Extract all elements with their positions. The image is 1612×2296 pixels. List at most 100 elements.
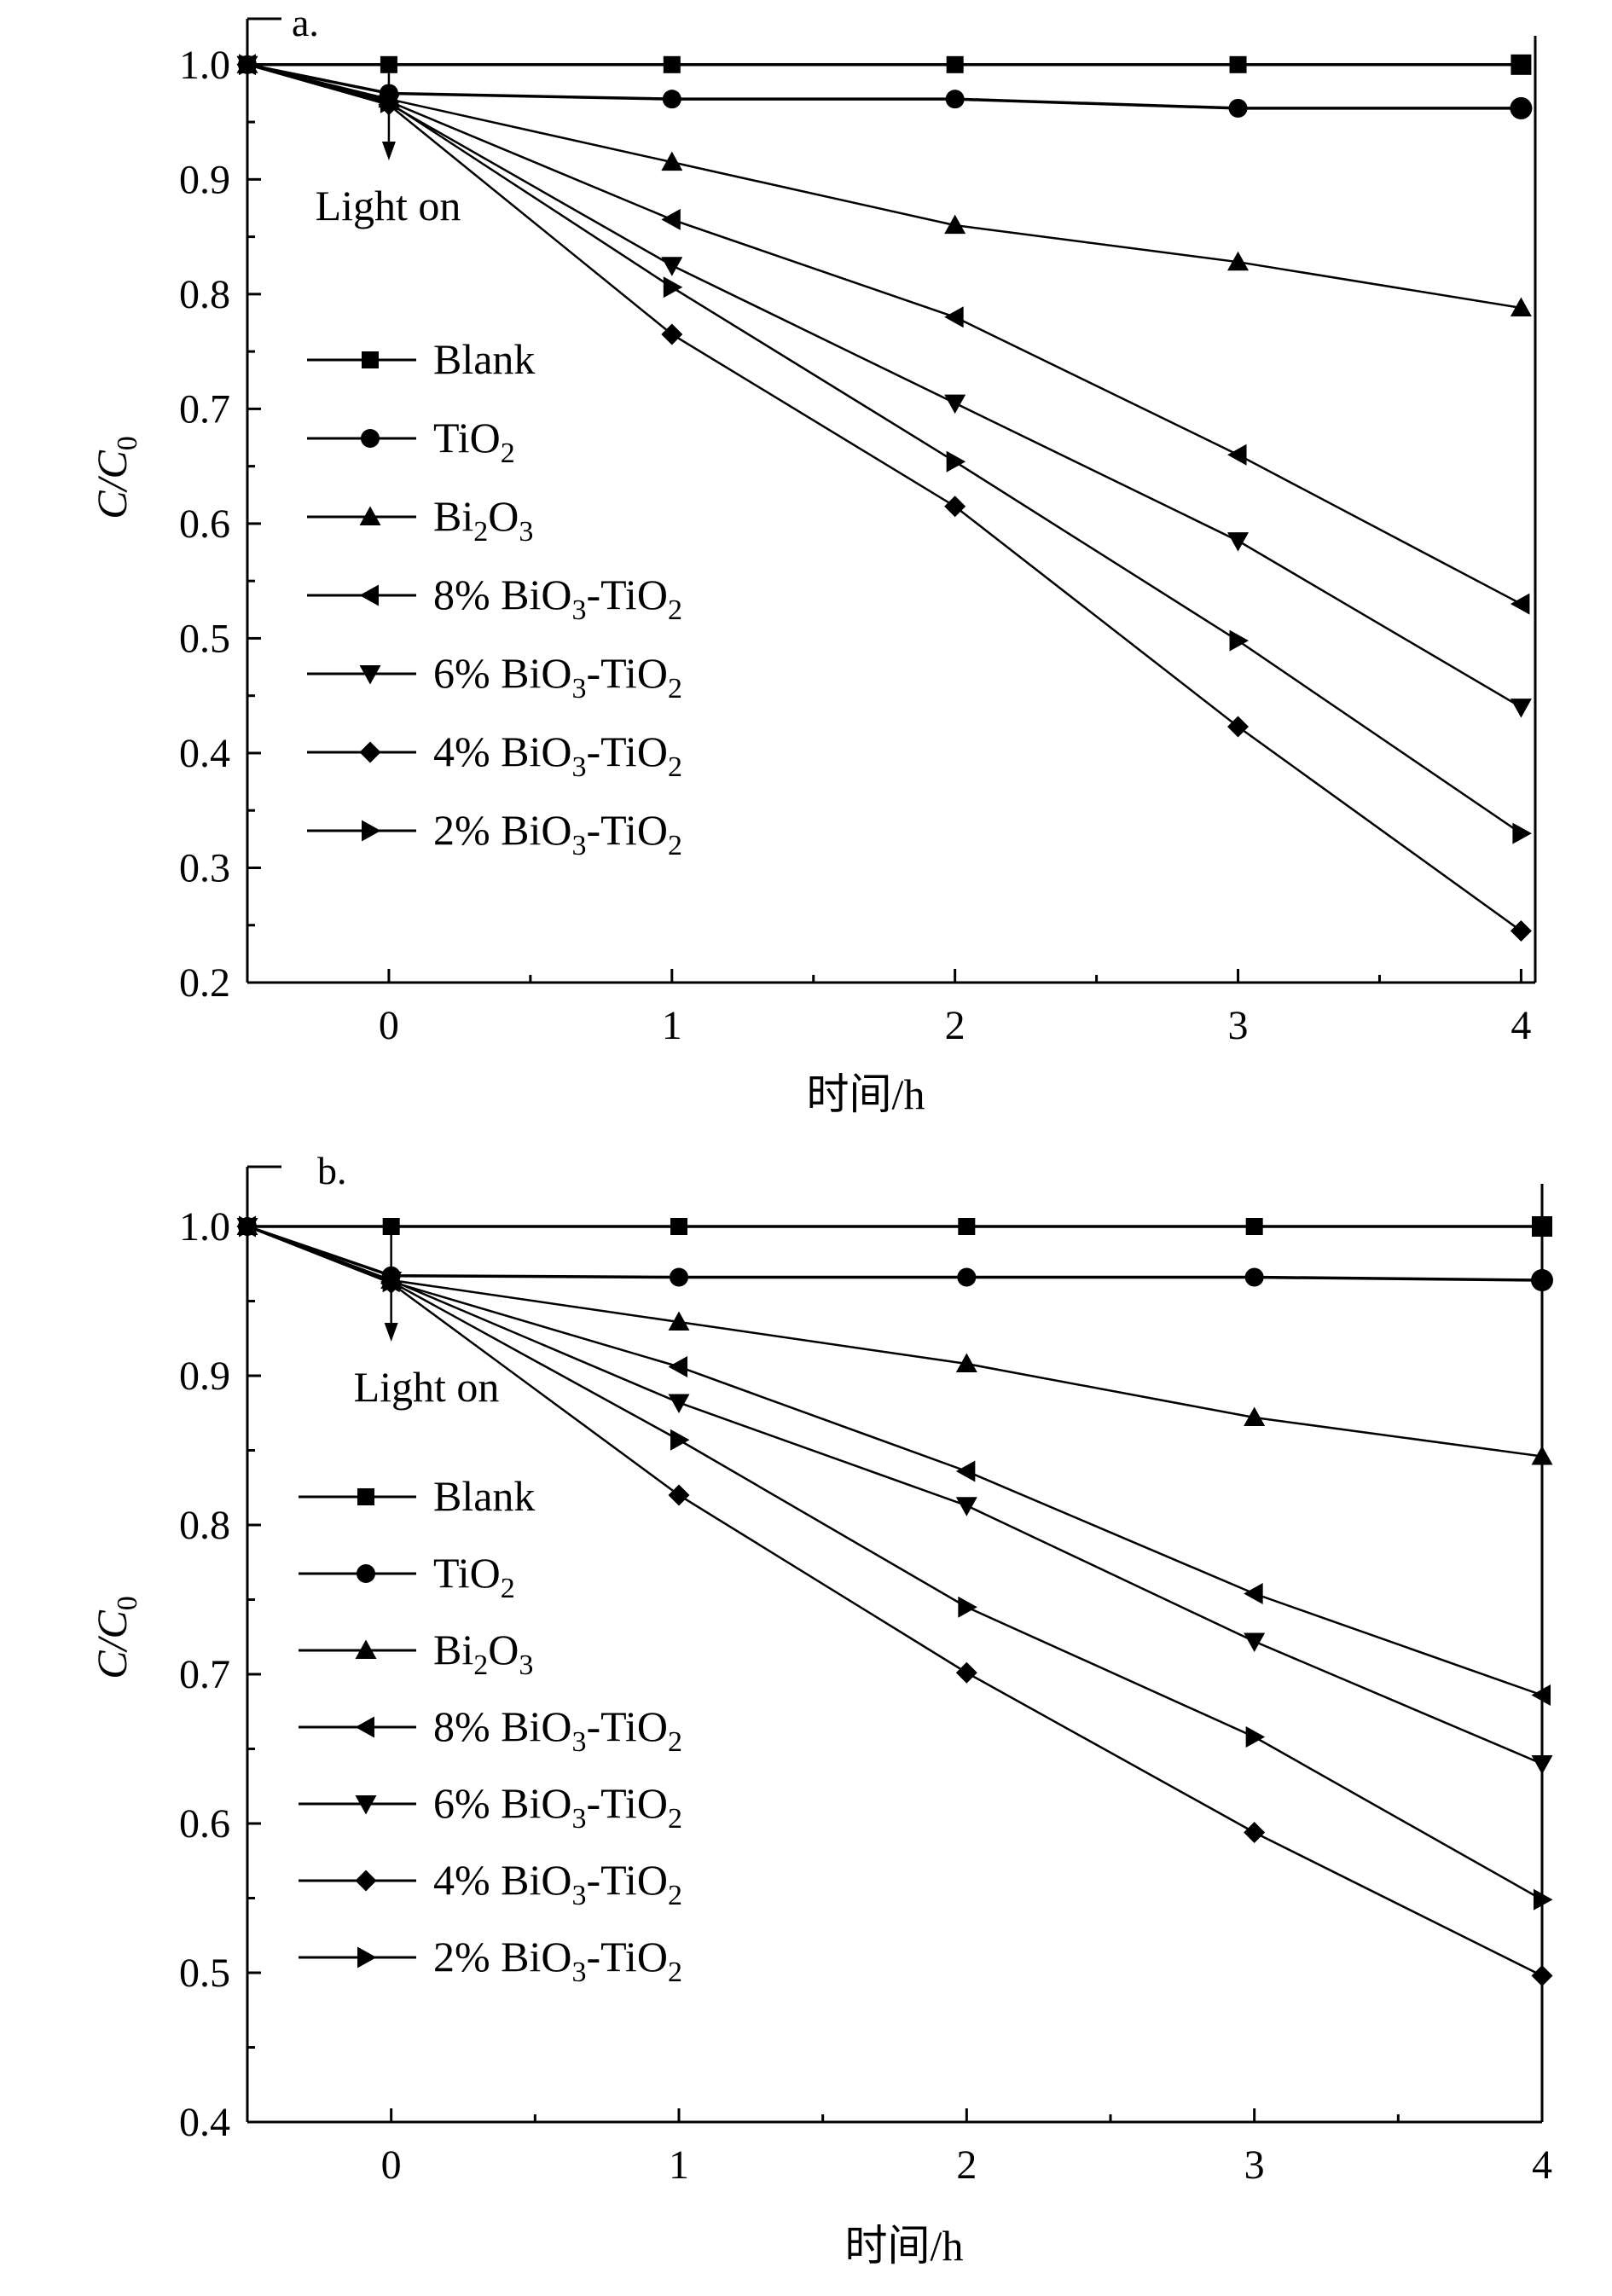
- data-point: [661, 257, 683, 276]
- label-part: 4% BiO: [433, 728, 572, 775]
- subscript-text: 2: [668, 1803, 682, 1835]
- data-point: [380, 55, 397, 73]
- y-tick-label: 0.6: [179, 502, 230, 547]
- subscript-text: 2: [668, 830, 682, 861]
- data-point: [668, 1484, 690, 1506]
- subscript-text: 3: [572, 673, 587, 704]
- x-axis-title: 时间/h: [807, 1070, 925, 1118]
- y-tick-label: 0.5: [179, 616, 230, 661]
- legend-marker: [357, 1488, 374, 1505]
- x-tick-label: 0: [381, 2142, 402, 2188]
- legend-label: Bi2O3: [433, 1626, 533, 1681]
- data-point: [1244, 1632, 1266, 1652]
- legend-marker: [362, 351, 379, 368]
- y-tick-label: 1.0: [179, 1204, 230, 1249]
- data-point: [1534, 1888, 1553, 1910]
- x-tick-label: 0: [379, 1003, 399, 1048]
- data-point: [1244, 1406, 1266, 1426]
- y-tick-label: 0.2: [179, 960, 230, 1006]
- data-point: [944, 214, 966, 235]
- y-tick-label: 1.0: [179, 43, 230, 88]
- y-title-base: C/C: [88, 1610, 136, 1679]
- legend-marker: [359, 584, 379, 606]
- y-axis-title: C/C0: [88, 436, 143, 519]
- data-point: [661, 151, 683, 171]
- data-point: [955, 1353, 977, 1372]
- data-point: [1244, 1583, 1263, 1604]
- series-square: [239, 1216, 1552, 1237]
- y-tick-label: 0.4: [179, 731, 230, 776]
- subscript-text: 3: [572, 1803, 587, 1835]
- data-point: [1531, 1269, 1553, 1291]
- subscript-text: 2: [501, 438, 515, 469]
- legend-label: 2% BiO3-TiO2: [433, 806, 682, 861]
- data-point: [946, 55, 964, 73]
- data-point: [1510, 96, 1533, 119]
- light-on-annotation: Light on: [316, 182, 461, 229]
- data-point: [1510, 699, 1532, 718]
- legend-label: 8% BiO3-TiO2: [433, 571, 682, 626]
- label-part: Blank: [433, 335, 535, 383]
- label-part: -TiO: [587, 571, 668, 618]
- subscript-text: 2: [501, 1573, 515, 1604]
- legend-marker: [359, 506, 381, 525]
- series-line: [246, 63, 1522, 932]
- subscript-text: 2: [668, 594, 682, 626]
- label-part: -TiO: [587, 1933, 668, 1980]
- x-tick-label: 1: [669, 2142, 689, 2188]
- data-point: [1245, 1218, 1263, 1235]
- data-point: [1510, 919, 1532, 942]
- x-tick-label: 2: [956, 2142, 977, 2188]
- series-line: [246, 1225, 1543, 1282]
- series-diamond: [236, 54, 1532, 942]
- data-point: [1227, 251, 1250, 271]
- x-axis-title: 时间/h: [845, 2222, 964, 2270]
- y-title-base: C/C: [88, 450, 136, 519]
- legend-marker: [355, 1795, 377, 1815]
- series-triangle-up: [236, 1215, 1553, 1465]
- data-point: [663, 55, 681, 73]
- data-point: [1229, 55, 1247, 73]
- series-line: [246, 1225, 1543, 1901]
- series-triangle-right: [239, 54, 1532, 844]
- x-tick-label: 1: [662, 1003, 682, 1048]
- light-on-arrow-head: [381, 142, 396, 160]
- panel-label: b.: [317, 1149, 347, 1192]
- subscript-text: 2: [668, 673, 682, 704]
- label-part: 8% BiO: [433, 571, 572, 618]
- y-tick-label: 0.3: [179, 845, 230, 890]
- data-point: [958, 1596, 977, 1618]
- label-part: 6% BiO: [433, 649, 572, 697]
- legend-label: 8% BiO3-TiO2: [433, 1702, 682, 1758]
- data-point: [1531, 1684, 1551, 1706]
- data-point: [1531, 1755, 1553, 1775]
- label-part: Bi: [433, 492, 473, 540]
- legend-label: Blank: [433, 335, 535, 383]
- data-point: [1227, 716, 1250, 738]
- data-point: [662, 90, 681, 109]
- subscript-text: 3: [572, 594, 587, 626]
- label-part: -TiO: [587, 1856, 668, 1904]
- data-point: [1244, 1267, 1264, 1287]
- y-tick-label: 0.7: [179, 1652, 230, 1697]
- legend-marker: [355, 1870, 377, 1892]
- series-line: [246, 63, 1522, 835]
- legend-marker: [361, 429, 380, 448]
- subscript-text: 2: [473, 516, 488, 548]
- label-part: -TiO: [587, 1702, 668, 1750]
- y-tick-label: 0.9: [179, 157, 230, 202]
- legend-label: Blank: [433, 1472, 535, 1520]
- data-point: [1229, 629, 1250, 652]
- series-triangle-down: [236, 55, 1532, 718]
- data-point: [955, 1661, 977, 1684]
- data-point: [661, 323, 683, 345]
- legend-label: 2% BiO3-TiO2: [433, 1933, 682, 1988]
- subscript-text: 2: [668, 1726, 682, 1758]
- series-triangle-right: [239, 1215, 1553, 1910]
- legend-marker: [357, 1946, 377, 1968]
- data-point: [1510, 297, 1532, 316]
- label-part: TiO: [433, 1549, 501, 1597]
- y-tick-label: 0.6: [179, 1801, 230, 1847]
